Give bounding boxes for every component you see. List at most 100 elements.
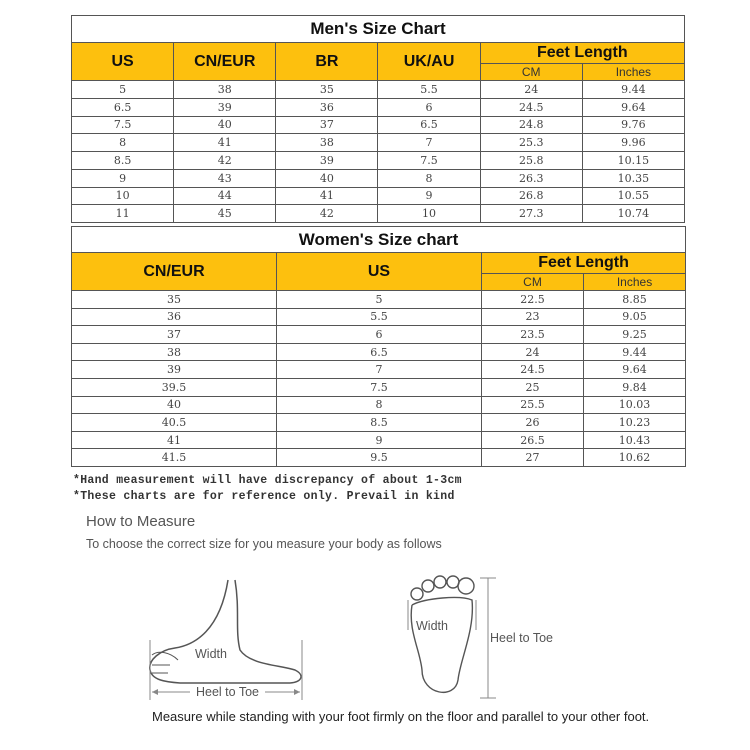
table-cell: 26.8 [479,186,583,206]
table-cell: 24.5 [481,360,584,379]
table-cell: 9.25 [582,325,687,344]
table-cell: 38 [275,133,379,152]
table-cell: 10.23 [582,413,687,432]
womens-title: Women's Size chart [70,226,687,253]
table-cell: 10.43 [582,430,687,450]
womens-size-table: Women's Size chart CN/EUR US Feet Length… [70,226,687,467]
table-row: 7.5 40 37 6.5 24.8 9.76 [70,115,686,135]
table-row: 11 45 42 10 27.3 10.74 [70,204,686,223]
table-cell: 11 [70,204,175,223]
heel-to-toe-label: Heel to Toe [490,631,553,645]
table-cell: 9 [377,186,481,206]
table-row: 36 5.5 23 9.05 [71,307,687,327]
table-cell: 9.96 [581,133,686,152]
table-row: 6.5 39 36 6 24.5 9.64 [70,97,686,117]
col-us: US [276,252,482,291]
table-cell: 8.5 [276,413,482,432]
table-cell: 35 [71,290,277,309]
col-cn-eur: CN/EUR [71,252,277,291]
col-us: US [70,42,175,81]
table-cell: 25.3 [479,133,583,152]
table-cell: 40.5 [71,413,277,432]
table-cell: 41.5 [71,448,277,467]
table-cell: 25.8 [479,151,583,170]
table-cell: 7 [276,360,482,379]
table-cell: 8 [70,133,175,152]
mens-title: Men's Size Chart [71,15,685,43]
measure-caption: Measure while standing with your foot fi… [152,709,650,724]
col-feet-length: Feet Length [480,252,687,274]
table-cell: 44 [173,186,277,206]
table-row: 38 6.5 24 9.44 [71,342,687,362]
table-cell: 26.5 [481,430,584,450]
table-cell: 6.5 [377,115,481,135]
table-cell: 27.3 [479,204,583,223]
table-row: 8 41 38 7 25.3 9.96 [70,133,686,152]
table-cell: 9.76 [581,115,686,135]
table-cell: 10.55 [581,186,686,206]
table-row: 40 8 25.5 10.03 [71,395,687,415]
table-cell: 7.5 [70,115,175,135]
table-cell: 7.5 [377,151,481,170]
col-cm: CM [479,63,583,81]
heel-to-toe-label: Heel to Toe [196,685,259,699]
col-cn-eur: CN/EUR [173,42,277,81]
table-row: 41 9 26.5 10.43 [71,430,687,450]
table-cell: 9 [276,430,482,450]
table-cell: 9.05 [582,307,687,327]
table-cell: 7 [377,133,481,152]
table-cell: 6 [377,97,481,117]
table-cell: 9.5 [276,448,482,467]
table-cell: 26.3 [479,168,583,188]
table-cell: 36 [275,97,379,117]
table-cell: 10 [377,204,481,223]
table-cell: 25 [481,377,584,397]
table-row: 8.5 42 39 7.5 25.8 10.15 [70,151,686,170]
table-cell: 41 [173,133,277,152]
table-cell: 7.5 [276,377,482,397]
table-cell: 40 [275,168,379,188]
table-cell: 9.84 [582,377,687,397]
table-row: 9 43 40 8 26.3 10.35 [70,168,686,188]
table-cell: 41 [71,430,277,450]
table-cell: 8.5 [70,151,175,170]
table-row: 5 38 35 5.5 24 9.44 [70,80,686,99]
table-cell: 40 [173,115,277,135]
col-inches: Inches [582,273,687,291]
table-cell: 22.5 [481,290,584,309]
table-cell: 39 [173,97,277,117]
table-cell: 8.85 [582,290,687,309]
table-cell: 36 [71,307,277,327]
table-cell: 5 [276,290,482,309]
table-cell: 23 [481,307,584,327]
table-cell: 5 [70,80,175,99]
table-row: 10 44 41 9 26.8 10.55 [70,186,686,206]
table-cell: 26 [481,413,584,432]
table-cell: 37 [71,325,277,344]
how-to-measure-title: How to Measure [86,513,196,530]
table-cell: 39 [275,151,379,170]
table-cell: 24 [481,342,584,362]
table-cell: 27 [481,448,584,467]
table-cell: 40 [71,395,277,415]
table-cell: 38 [173,80,277,99]
table-cell: 9.64 [581,97,686,117]
table-cell: 35 [275,80,379,99]
table-cell: 24.8 [479,115,583,135]
col-inches: Inches [581,63,686,81]
table-cell: 10.03 [582,395,687,415]
table-cell: 5.5 [276,307,482,327]
table-row: 41.5 9.5 27 10.62 [71,448,687,467]
table-cell: 39 [71,360,277,379]
table-cell: 23.5 [481,325,584,344]
table-cell: 24.5 [479,97,583,117]
col-uk-au: UK/AU [377,42,481,81]
table-cell: 5.5 [377,80,481,99]
table-cell: 25.5 [481,395,584,415]
table-cell: 45 [173,204,277,223]
table-cell: 24 [479,80,583,99]
note-discrepancy: *Hand measurement will have discrepancy … [73,474,462,487]
sole-foot-illustration: Width Heel to Toe [407,575,553,699]
table-cell: 9.44 [582,342,687,362]
table-cell: 6 [276,325,482,344]
